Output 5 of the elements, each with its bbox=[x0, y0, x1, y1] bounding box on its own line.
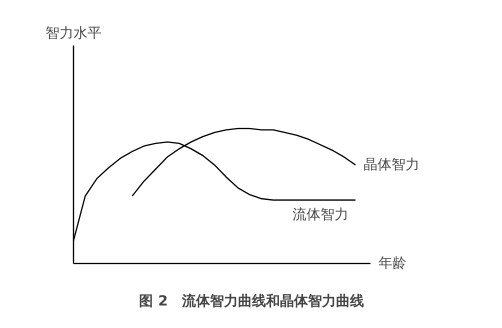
series-label: 流体智力 bbox=[292, 207, 348, 224]
text: 智力水平 bbox=[46, 26, 102, 42]
text: 图 2 流体智力曲线和晶体智力曲线 bbox=[139, 292, 364, 310]
x-axis-title: 年龄 bbox=[378, 256, 406, 272]
series-label: 晶体智力 bbox=[364, 156, 420, 173]
